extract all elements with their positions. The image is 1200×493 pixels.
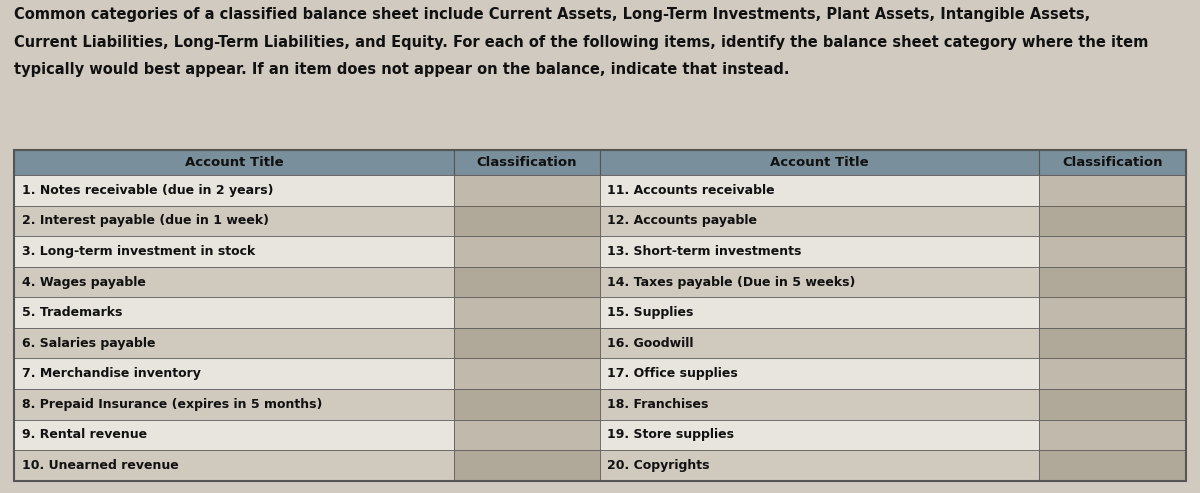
Bar bbox=[14, 358, 454, 389]
Bar bbox=[1039, 389, 1186, 420]
Bar bbox=[14, 236, 454, 267]
Bar bbox=[454, 389, 600, 420]
Text: typically would best appear. If an item does not appear on the balance, indicate: typically would best appear. If an item … bbox=[14, 62, 790, 76]
Bar bbox=[1039, 267, 1186, 297]
Bar bbox=[600, 358, 1039, 389]
Bar bbox=[1039, 206, 1186, 236]
Bar bbox=[1039, 358, 1186, 389]
Bar bbox=[454, 267, 600, 297]
Bar bbox=[600, 450, 1039, 481]
Text: Common categories of a classified balance sheet include Current Assets, Long-Ter: Common categories of a classified balanc… bbox=[14, 7, 1091, 22]
Text: 18. Franchises: 18. Franchises bbox=[607, 398, 708, 411]
Bar bbox=[14, 297, 454, 328]
Bar bbox=[454, 150, 600, 175]
Bar bbox=[600, 150, 1039, 175]
Text: 15. Supplies: 15. Supplies bbox=[607, 306, 694, 319]
Bar bbox=[600, 236, 1039, 267]
Text: Classification: Classification bbox=[476, 156, 577, 169]
Text: 1. Notes receivable (due in 2 years): 1. Notes receivable (due in 2 years) bbox=[22, 184, 274, 197]
Text: 17. Office supplies: 17. Office supplies bbox=[607, 367, 738, 380]
Text: 12. Accounts payable: 12. Accounts payable bbox=[607, 214, 757, 227]
Text: 20. Copyrights: 20. Copyrights bbox=[607, 459, 709, 472]
Bar bbox=[1039, 328, 1186, 358]
Bar bbox=[14, 267, 454, 297]
Bar bbox=[1039, 420, 1186, 450]
Bar bbox=[1039, 450, 1186, 481]
Bar bbox=[1039, 297, 1186, 328]
Text: 6. Salaries payable: 6. Salaries payable bbox=[22, 337, 155, 350]
Text: 3. Long-term investment in stock: 3. Long-term investment in stock bbox=[22, 245, 254, 258]
Bar bbox=[454, 175, 600, 206]
Text: 4. Wages payable: 4. Wages payable bbox=[22, 276, 145, 288]
Bar bbox=[600, 267, 1039, 297]
Bar bbox=[600, 328, 1039, 358]
Bar bbox=[454, 236, 600, 267]
Bar bbox=[600, 206, 1039, 236]
Bar bbox=[14, 150, 1186, 481]
Text: Account Title: Account Title bbox=[185, 156, 283, 169]
Bar bbox=[454, 297, 600, 328]
Bar bbox=[600, 420, 1039, 450]
Bar bbox=[1039, 150, 1186, 175]
Text: 9. Rental revenue: 9. Rental revenue bbox=[22, 428, 146, 441]
Bar bbox=[14, 420, 454, 450]
Bar bbox=[454, 450, 600, 481]
Bar bbox=[14, 328, 454, 358]
Bar bbox=[454, 358, 600, 389]
Text: Account Title: Account Title bbox=[770, 156, 869, 169]
Text: 14. Taxes payable (Due in 5 weeks): 14. Taxes payable (Due in 5 weeks) bbox=[607, 276, 856, 288]
Bar bbox=[454, 420, 600, 450]
Bar bbox=[14, 175, 454, 206]
Text: 5. Trademarks: 5. Trademarks bbox=[22, 306, 122, 319]
Text: 7. Merchandise inventory: 7. Merchandise inventory bbox=[22, 367, 200, 380]
Text: 16. Goodwill: 16. Goodwill bbox=[607, 337, 694, 350]
Bar bbox=[600, 297, 1039, 328]
Bar bbox=[454, 328, 600, 358]
Bar bbox=[1039, 175, 1186, 206]
Bar bbox=[600, 389, 1039, 420]
Text: 19. Store supplies: 19. Store supplies bbox=[607, 428, 734, 441]
Bar bbox=[1039, 236, 1186, 267]
Text: Current Liabilities, Long-Term Liabilities, and Equity. For each of the followin: Current Liabilities, Long-Term Liabiliti… bbox=[14, 35, 1148, 49]
Text: 2. Interest payable (due in 1 week): 2. Interest payable (due in 1 week) bbox=[22, 214, 269, 227]
Text: 8. Prepaid Insurance (expires in 5 months): 8. Prepaid Insurance (expires in 5 month… bbox=[22, 398, 322, 411]
Bar bbox=[454, 206, 600, 236]
Bar bbox=[14, 450, 454, 481]
Bar bbox=[14, 206, 454, 236]
Text: 11. Accounts receivable: 11. Accounts receivable bbox=[607, 184, 775, 197]
Bar bbox=[14, 389, 454, 420]
Text: 13. Short-term investments: 13. Short-term investments bbox=[607, 245, 802, 258]
Text: 10. Unearned revenue: 10. Unearned revenue bbox=[22, 459, 179, 472]
Bar bbox=[600, 175, 1039, 206]
Text: Classification: Classification bbox=[1062, 156, 1163, 169]
Bar bbox=[14, 150, 454, 175]
